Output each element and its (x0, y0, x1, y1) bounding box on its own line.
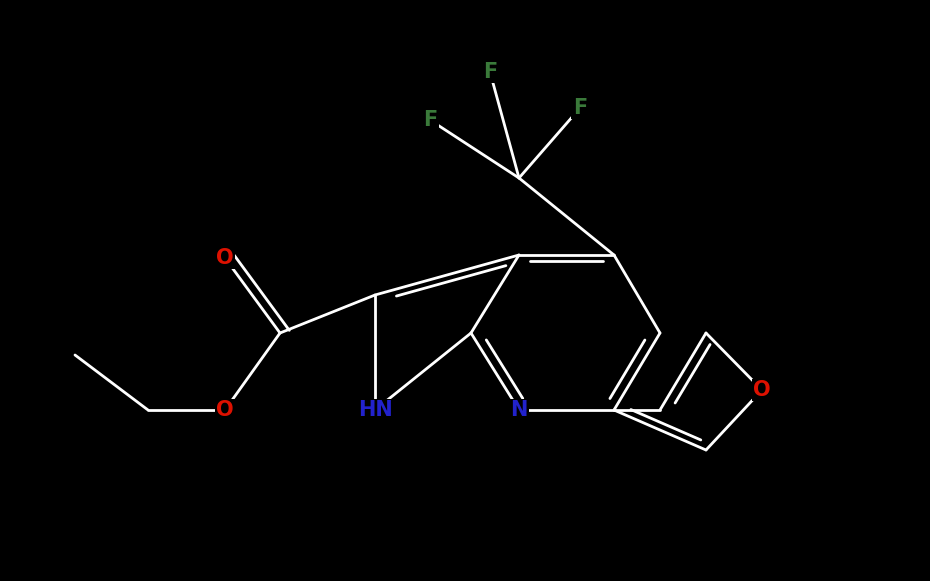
Text: N: N (511, 400, 527, 420)
Text: O: O (753, 380, 771, 400)
Text: F: F (483, 62, 498, 82)
Text: O: O (216, 248, 233, 268)
Text: O: O (216, 400, 233, 420)
Text: F: F (573, 98, 587, 118)
Text: HN: HN (358, 400, 392, 420)
Text: F: F (423, 110, 437, 130)
